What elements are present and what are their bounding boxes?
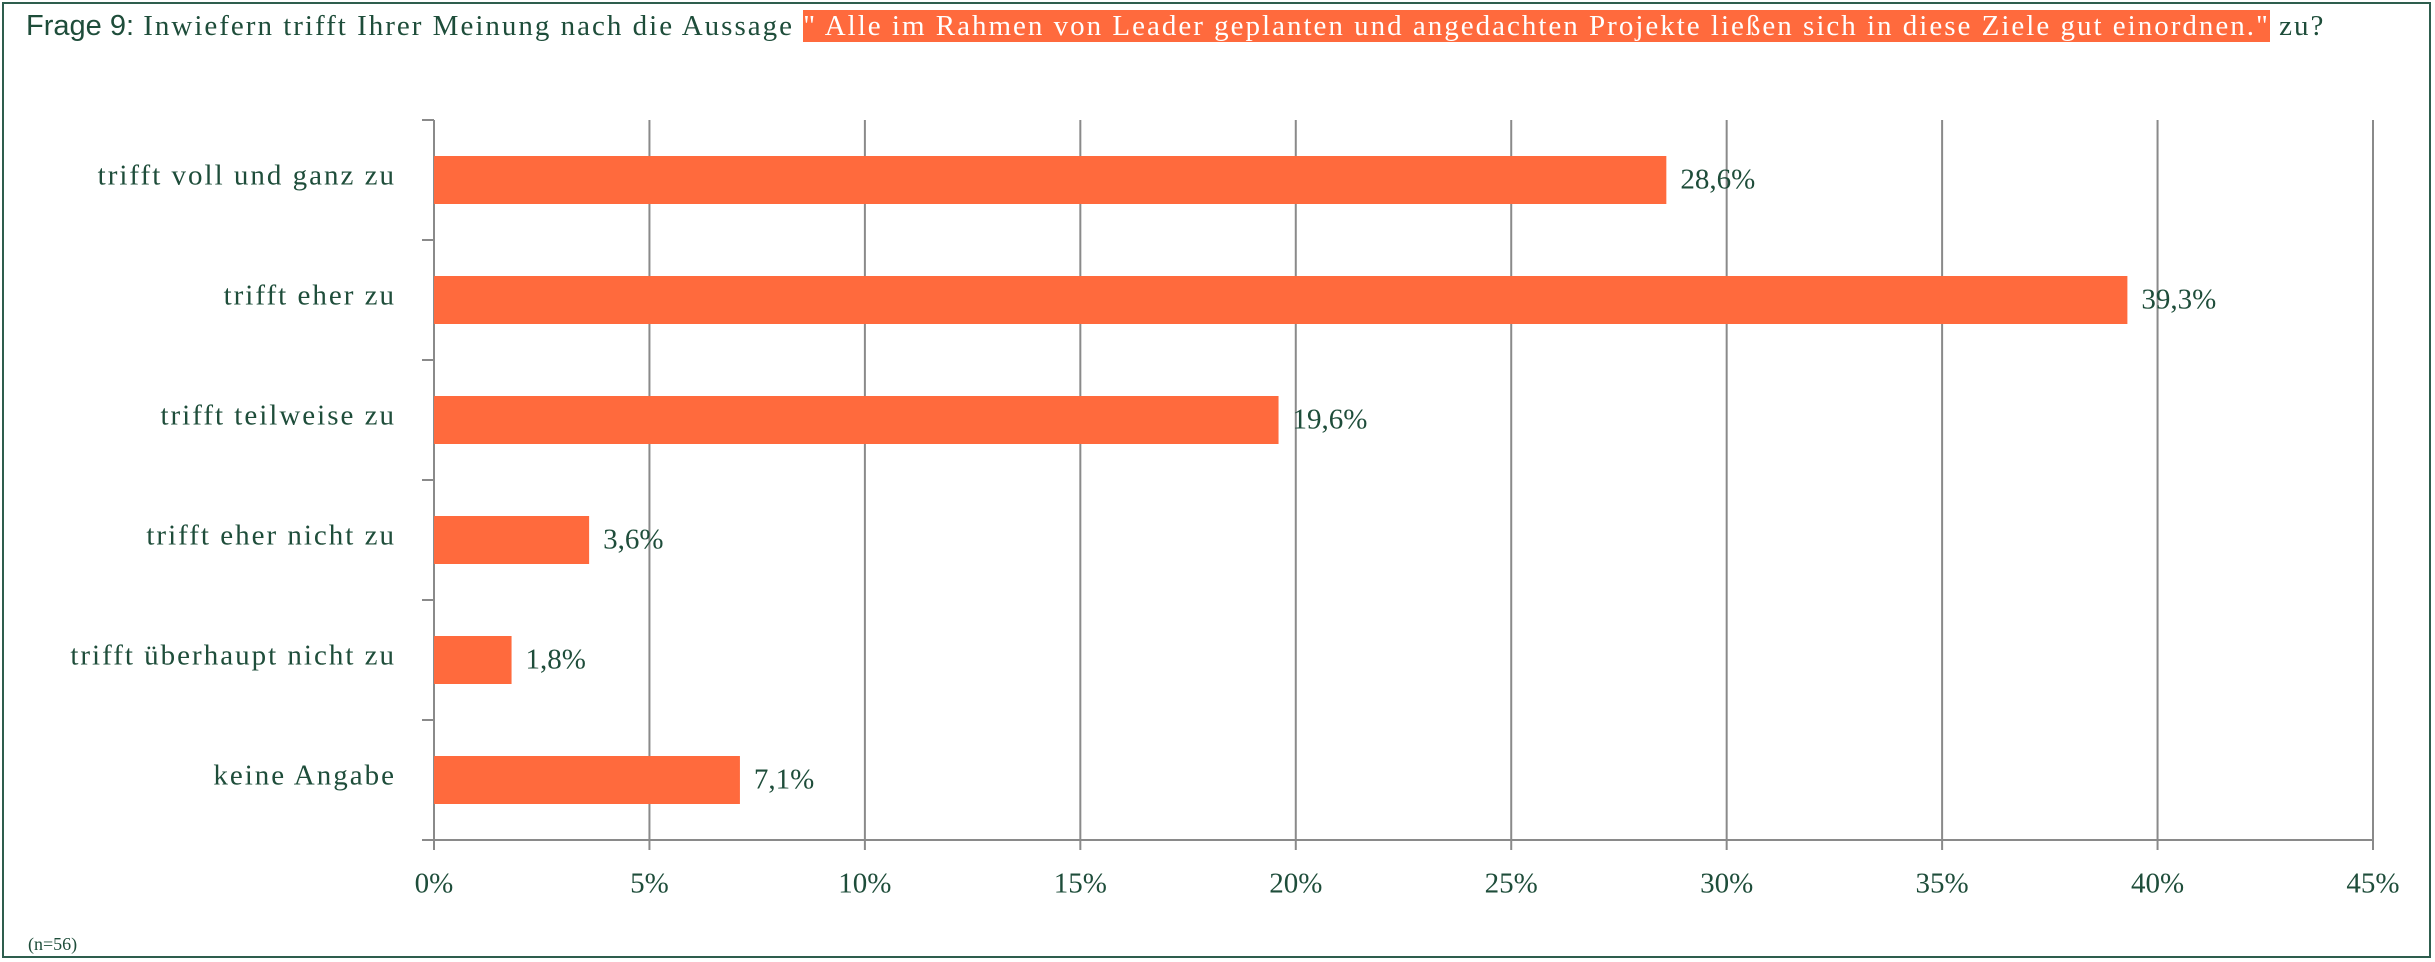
x-tick-label: 25% xyxy=(1485,868,1538,900)
note: (n=56) xyxy=(28,934,77,955)
x-tick-label: 15% xyxy=(1054,868,1107,900)
x-tick-label: 35% xyxy=(1916,868,1969,900)
title-suffix: zu? xyxy=(2279,10,2326,42)
y-tick-label: trifft voll und ganz zu xyxy=(98,160,396,192)
data-label: 39,3% xyxy=(2141,284,2216,316)
data-label: 19,6% xyxy=(1293,404,1368,436)
x-tick-label: 20% xyxy=(1269,868,1322,900)
x-tick-label: 45% xyxy=(2346,868,2399,900)
bar xyxy=(434,756,740,804)
title-highlight: " Alle im Rahmen von Leader geplanten un… xyxy=(803,10,2270,42)
chart-title: Frage 9: Inwiefern trifft Ihrer Meinung … xyxy=(26,8,2356,45)
bar xyxy=(434,516,590,564)
y-tick-label: trifft teilweise zu xyxy=(160,400,396,432)
x-tick-label: 0% xyxy=(415,868,454,900)
x-tick-label: 5% xyxy=(630,868,669,900)
data-label: 3,6% xyxy=(603,524,663,556)
y-tick-label: trifft eher nicht zu xyxy=(146,520,396,552)
bar xyxy=(434,156,1667,204)
y-tick-label: trifft überhaupt nicht zu xyxy=(70,640,396,672)
bar xyxy=(434,636,512,684)
data-label: 7,1% xyxy=(754,764,814,796)
y-tick-label: keine Angabe xyxy=(213,760,396,792)
title-text: Inwiefern trifft Ihrer Meinung nach die … xyxy=(143,10,794,42)
bar xyxy=(434,396,1279,444)
data-label: 28,6% xyxy=(1680,164,1755,196)
x-tick-label: 10% xyxy=(838,868,891,900)
bar xyxy=(434,276,2128,324)
x-tick-label: 40% xyxy=(2131,868,2184,900)
data-label: 1,8% xyxy=(526,644,586,676)
title-prefix: Frage 9: xyxy=(26,10,134,42)
y-tick-label: trifft eher zu xyxy=(224,280,396,312)
x-tick-label: 30% xyxy=(1700,868,1753,900)
